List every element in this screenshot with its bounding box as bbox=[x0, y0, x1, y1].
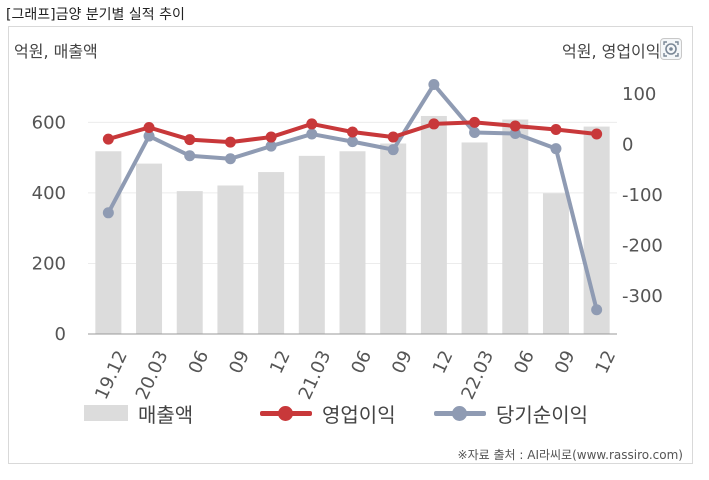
left-axis-tick-label: 0 bbox=[55, 324, 66, 345]
x-axis-tick-label: 21.03 bbox=[295, 347, 336, 403]
left-axis-tick-label: 400 bbox=[32, 183, 66, 204]
legend-label-net-income: 당기순이익 bbox=[496, 402, 588, 427]
x-axis-tick-label: 12 bbox=[592, 347, 621, 377]
point-net-income bbox=[306, 128, 318, 140]
point-operating-profit bbox=[143, 121, 155, 133]
x-axis-tick-label: 22.03 bbox=[457, 347, 498, 403]
point-net-income bbox=[102, 207, 114, 219]
bar-sales bbox=[258, 172, 285, 334]
legend-item-sales[interactable]: 매출액 bbox=[84, 398, 193, 428]
x-axis-tick-label: 20.03 bbox=[132, 347, 173, 403]
bar-sales bbox=[461, 142, 488, 334]
bar-sales bbox=[420, 115, 447, 334]
bar-sales bbox=[176, 191, 203, 334]
bar-sales bbox=[136, 163, 163, 334]
point-net-income bbox=[591, 304, 603, 316]
x-axis-tick-label: 19.12 bbox=[91, 347, 132, 403]
point-net-income bbox=[387, 144, 399, 156]
legend-item-net-income[interactable]: 당기순이익 bbox=[434, 398, 588, 428]
page-title: [그래프]금양 분기별 실적 추이 bbox=[6, 7, 185, 23]
point-net-income bbox=[184, 150, 196, 162]
point-net-income bbox=[224, 153, 236, 165]
point-operating-profit bbox=[469, 116, 481, 128]
left-axis-tick-label: 200 bbox=[32, 253, 66, 274]
right-axis-tick-label: 100 bbox=[622, 84, 656, 105]
x-axis-tick-label: 09 bbox=[551, 347, 580, 377]
point-operating-profit bbox=[306, 118, 318, 130]
point-net-income bbox=[143, 130, 155, 142]
bar-sales bbox=[95, 151, 122, 334]
x-axis-tick-label: 09 bbox=[225, 347, 254, 377]
chart-frame bbox=[8, 26, 693, 464]
right-axis-title: 억원, 영업이익 bbox=[562, 42, 661, 61]
point-net-income bbox=[347, 136, 358, 148]
right-axis-tick-label: 0 bbox=[622, 135, 633, 156]
bar-sales bbox=[339, 151, 366, 334]
legend-swatch-operating-profit bbox=[260, 405, 312, 421]
x-axis-tick-label: 12 bbox=[429, 347, 458, 377]
bar-sales bbox=[217, 185, 244, 334]
point-operating-profit bbox=[550, 123, 562, 135]
bar-sales bbox=[380, 143, 407, 334]
left-axis-title: 억원, 매출액 bbox=[14, 42, 98, 61]
x-axis-tick-label: 09 bbox=[388, 347, 417, 377]
point-net-income bbox=[265, 140, 277, 152]
right-axis-tick-label: -100 bbox=[622, 185, 663, 206]
legend-item-operating-profit[interactable]: 영업이익 bbox=[260, 398, 396, 428]
bar-sales bbox=[583, 126, 610, 334]
point-net-income bbox=[469, 127, 481, 139]
point-operating-profit bbox=[387, 131, 399, 143]
x-axis-tick-label: 06 bbox=[185, 347, 214, 377]
point-operating-profit bbox=[509, 120, 521, 132]
legend-swatch-net-income bbox=[434, 405, 486, 421]
legend-label-operating-profit: 영업이익 bbox=[322, 402, 396, 427]
point-operating-profit bbox=[591, 128, 603, 140]
bar-sales bbox=[502, 119, 529, 334]
bar-sales bbox=[542, 193, 569, 334]
point-net-income bbox=[550, 143, 562, 155]
bar-sales bbox=[298, 155, 325, 334]
point-operating-profit bbox=[265, 131, 277, 143]
chart-settings-icon[interactable] bbox=[660, 38, 682, 60]
point-operating-profit bbox=[347, 126, 358, 138]
point-net-income bbox=[428, 79, 440, 91]
point-operating-profit bbox=[428, 118, 440, 130]
chart-legend: 매출액 영업이익 당기순이익 bbox=[0, 398, 709, 428]
x-axis-tick-label: 12 bbox=[266, 347, 295, 377]
point-operating-profit bbox=[102, 133, 114, 145]
point-net-income bbox=[509, 128, 521, 140]
point-operating-profit bbox=[184, 134, 196, 146]
left-axis-tick-label: 600 bbox=[32, 112, 66, 133]
legend-label-sales: 매출액 bbox=[138, 402, 194, 427]
right-axis-tick-label: -300 bbox=[622, 286, 663, 307]
source-note: ※자료 출처 : AI라씨로(www.rassiro.com) bbox=[457, 448, 683, 462]
point-operating-profit bbox=[224, 136, 236, 148]
legend-swatch-sales bbox=[84, 405, 128, 421]
x-axis-tick-label: 06 bbox=[347, 347, 376, 377]
x-axis-tick-label: 06 bbox=[510, 347, 539, 377]
right-axis-tick-label: -200 bbox=[622, 236, 663, 257]
